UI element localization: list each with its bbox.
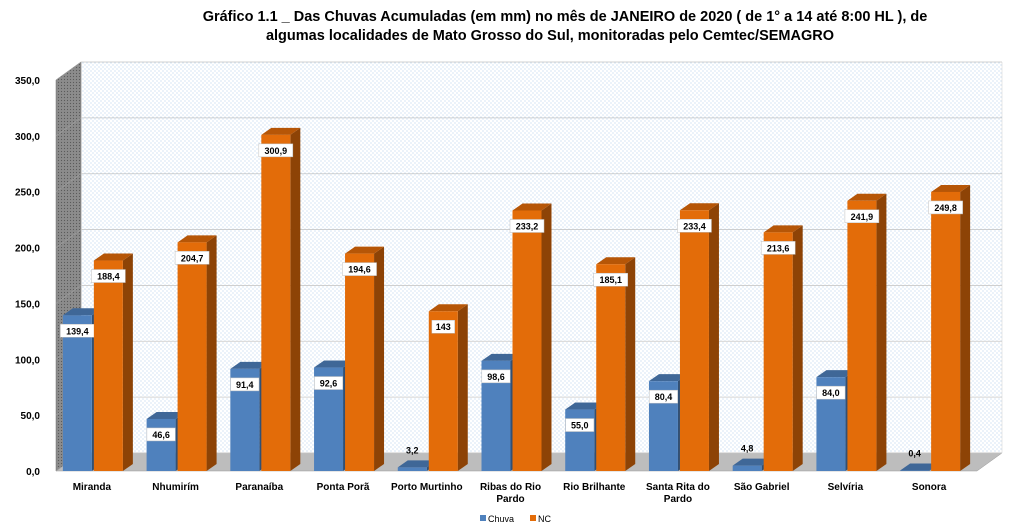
svg-text:84,0: 84,0 bbox=[822, 388, 840, 398]
bar-nc-6 bbox=[596, 257, 636, 471]
x-category-label: Selvíria bbox=[828, 482, 864, 493]
data-label-chuva-5: 98,6 bbox=[481, 369, 511, 384]
gridline-side bbox=[55, 61, 82, 81]
y-tick-label: 250,0 bbox=[15, 188, 40, 199]
x-category-label: Porto Murtinho bbox=[391, 482, 463, 493]
svg-text:185,1: 185,1 bbox=[599, 275, 622, 285]
svg-text:204,7: 204,7 bbox=[181, 253, 204, 263]
data-label-chuva-9: 84,0 bbox=[816, 385, 846, 400]
svg-text:80,4: 80,4 bbox=[655, 392, 673, 402]
y-tick-label: 300,0 bbox=[15, 132, 40, 143]
svg-text:213,6: 213,6 bbox=[767, 243, 790, 253]
svg-text:233,2: 233,2 bbox=[516, 221, 539, 231]
x-category-label: Nhumirím bbox=[152, 482, 199, 493]
x-category-label: Paranaíba bbox=[235, 482, 283, 493]
data-label-chuva-1: 46,6 bbox=[146, 427, 176, 442]
bar-nc-10 bbox=[931, 184, 971, 471]
gridline-side bbox=[55, 229, 82, 248]
svg-text:0,4: 0,4 bbox=[908, 449, 921, 459]
x-category-label: Ribas do Rio Pardo bbox=[480, 482, 541, 505]
bar-nc-7 bbox=[679, 203, 719, 471]
svg-text:139,4: 139,4 bbox=[66, 326, 89, 336]
x-category-label: Rio Brilhante bbox=[563, 482, 626, 493]
bar-nc-5 bbox=[512, 203, 552, 471]
x-category-label: Ponta Porã bbox=[317, 482, 370, 493]
x-category-label: Miranda bbox=[73, 482, 112, 493]
svg-text:46,6: 46,6 bbox=[152, 430, 170, 440]
legend-label-nc: NC bbox=[538, 514, 551, 524]
svg-text:233,4: 233,4 bbox=[683, 221, 706, 231]
bar-nc-0 bbox=[93, 253, 133, 471]
legend-swatch-nc bbox=[530, 515, 536, 521]
x-category-label: Santa Rita do Pardo bbox=[646, 482, 710, 505]
svg-text:300,9: 300,9 bbox=[265, 146, 288, 156]
y-tick-label: 100,0 bbox=[15, 355, 40, 366]
legend-label-chuva: Chuva bbox=[488, 514, 514, 524]
svg-text:241,9: 241,9 bbox=[851, 212, 874, 222]
legend: Chuva NC bbox=[480, 514, 551, 524]
data-label-nc-1: 204,7 bbox=[174, 251, 210, 265]
x-category-label: Sonora bbox=[912, 482, 947, 493]
data-label-chuva-7: 80,4 bbox=[649, 389, 678, 404]
data-label-nc-8: 213,6 bbox=[760, 241, 796, 255]
data-label-chuva-2: 91,4 bbox=[230, 377, 260, 392]
data-label-nc-7: 233,4 bbox=[677, 219, 712, 233]
y-tick-label: 50,0 bbox=[21, 411, 41, 422]
data-label-nc-0: 188,4 bbox=[91, 269, 126, 283]
svg-text:143: 143 bbox=[436, 322, 451, 332]
gridline-side bbox=[55, 285, 82, 304]
data-label-nc-6: 185,1 bbox=[593, 272, 628, 287]
bar-nc-8 bbox=[763, 225, 803, 471]
y-tick-label: 0,0 bbox=[26, 467, 40, 478]
svg-text:55,0: 55,0 bbox=[571, 421, 589, 431]
gridline-side bbox=[55, 173, 82, 192]
svg-text:249,8: 249,8 bbox=[934, 203, 957, 213]
data-label-chuva-0: 139,4 bbox=[60, 324, 95, 338]
data-label-chuva-8: 4,8 bbox=[741, 444, 754, 454]
legend-swatch-chuva bbox=[480, 515, 486, 521]
data-label-nc-9: 241,9 bbox=[844, 209, 880, 224]
chart-title-line-1: Gráfico 1.1 _ Das Chuvas Acumuladas (em … bbox=[203, 9, 928, 25]
data-label-nc-4: 143 bbox=[431, 319, 455, 334]
bar-nc-3 bbox=[345, 246, 385, 471]
gridline-side bbox=[55, 117, 82, 137]
data-label-chuva-6: 55,0 bbox=[565, 418, 595, 432]
bar-nc-2 bbox=[261, 127, 301, 471]
data-label-nc-3: 194,6 bbox=[342, 262, 377, 276]
bar-nc-9 bbox=[847, 193, 887, 472]
data-label-chuva-3: 92,6 bbox=[314, 376, 343, 390]
plot-area: 0,0 50,0 100,0 150,0 200,0 250,0 300,0 350,0 139… bbox=[15, 61, 1003, 505]
y-tick-label: 200,0 bbox=[15, 244, 40, 255]
data-label-chuva-10: 0,4 bbox=[908, 449, 921, 459]
y-tick-label: 350,0 bbox=[15, 76, 40, 87]
y-tick-label: 150,0 bbox=[15, 299, 40, 310]
data-label-nc-2: 300,9 bbox=[258, 143, 294, 158]
x-category-label: São Gabriel bbox=[734, 482, 790, 493]
svg-text:3,2: 3,2 bbox=[406, 445, 419, 455]
svg-text:194,6: 194,6 bbox=[348, 265, 371, 275]
svg-text:92,6: 92,6 bbox=[320, 379, 338, 389]
svg-text:91,4: 91,4 bbox=[236, 380, 254, 390]
data-label-chuva-4: 3,2 bbox=[406, 445, 419, 455]
chart-title-line-2: algumas localidades de Mato Grosso do Su… bbox=[266, 28, 834, 44]
svg-text:188,4: 188,4 bbox=[97, 272, 120, 282]
svg-text:4,8: 4,8 bbox=[741, 444, 754, 454]
data-label-nc-10: 249,8 bbox=[928, 200, 963, 215]
bar-nc-1 bbox=[177, 235, 217, 471]
bar-nc-4 bbox=[428, 304, 468, 471]
svg-text:98,6: 98,6 bbox=[487, 372, 505, 382]
data-label-nc-5: 233,2 bbox=[509, 219, 545, 233]
